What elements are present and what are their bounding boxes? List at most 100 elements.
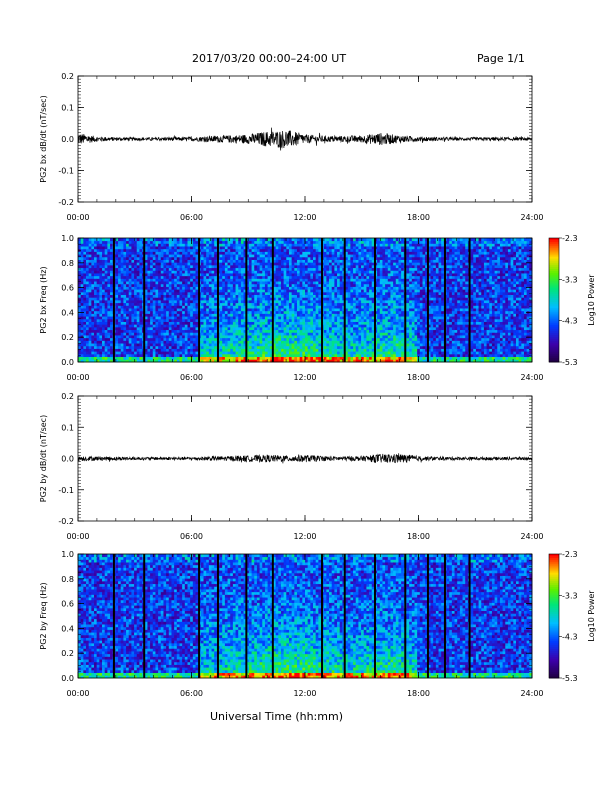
spectrogram-cell (86, 308, 90, 312)
spectrogram-cell (206, 248, 210, 252)
spectrogram-cell (334, 321, 338, 325)
spectrogram-cell (88, 345, 92, 349)
spectrogram-cell (238, 313, 242, 317)
spectrogram-cell (168, 356, 172, 360)
spectrogram-cell (184, 326, 188, 331)
spectrogram-cell (118, 283, 122, 287)
spectrogram-cell (208, 246, 212, 250)
spectrogram-cell (288, 359, 293, 363)
spectrogram-cell (139, 286, 143, 290)
spectrogram-cell (280, 326, 285, 331)
spectrogram-cell (214, 259, 218, 263)
spectrogram-cell (211, 248, 215, 252)
spectrogram-cell (120, 259, 124, 263)
spectrogram-cell (353, 278, 357, 282)
spectrogram-cell (99, 297, 103, 301)
spectrogram-cell (115, 264, 119, 269)
spectrogram-cell (150, 243, 154, 247)
spectrogram-cell (270, 348, 274, 352)
spectrogram-cell (83, 356, 87, 360)
spectrogram-cell (283, 267, 287, 271)
spectrogram-cell (208, 326, 212, 331)
spectrogram-cell (350, 264, 354, 269)
x-tick-label: 06:00 (180, 213, 203, 222)
spectrogram-cell (176, 283, 180, 287)
spectrogram-cell (99, 326, 103, 331)
spectrogram-cell (240, 256, 244, 260)
spectrogram-cell (88, 318, 92, 322)
spectrogram-cell (163, 270, 167, 274)
spectrogram-cell (246, 302, 250, 306)
spectrogram-cell (264, 291, 269, 296)
spectrogram-cell (192, 313, 196, 317)
spectrogram-cell (147, 286, 151, 290)
spectrogram-cell (334, 316, 338, 320)
spectrogram-cell (86, 316, 90, 320)
spectrogram-cell (128, 246, 132, 250)
spectrogram-cell (102, 283, 106, 287)
spectrogram-cell (182, 259, 186, 263)
spectrogram-cell (315, 251, 319, 255)
spectrogram-cell (168, 238, 172, 242)
spectrogram-cell (104, 345, 108, 349)
spectrogram-cell (262, 308, 266, 312)
spectrogram-cell (78, 316, 82, 320)
spectrogram-cell (195, 278, 199, 282)
spectrogram-cell (232, 348, 236, 352)
spectrogram-cell (128, 248, 132, 252)
spectrogram-cell (83, 294, 87, 298)
spectrogram-cell (211, 332, 215, 336)
spectrogram-cell (353, 324, 357, 328)
spectrogram-cell (299, 238, 303, 242)
spectrogram-cell (176, 243, 180, 247)
spectrogram-cell (323, 310, 327, 314)
spectrogram-cell (118, 289, 122, 293)
spectrogram-cell (302, 243, 306, 247)
spectrogram-cell (171, 337, 175, 341)
spectrogram-cell (288, 275, 293, 279)
spectrogram-cell (128, 351, 132, 355)
spectrogram-cell (315, 302, 319, 306)
spectrogram-cell (334, 335, 338, 339)
spectrogram-cell (96, 310, 100, 314)
spectrogram-cell (182, 345, 186, 349)
spectrogram-cell (305, 310, 309, 314)
spectrogram-cell (91, 270, 95, 274)
spectrogram-cell (243, 351, 247, 355)
spectrogram-cell (160, 289, 164, 293)
spectrogram-cell (227, 337, 231, 341)
spectrogram-cell (176, 308, 180, 312)
spectrogram-cell (182, 356, 186, 360)
spectrogram-cell (107, 294, 111, 298)
spectrogram-cell (296, 316, 301, 320)
spectrogram-cell (214, 310, 218, 314)
spectrogram-cell (203, 316, 207, 320)
spectrogram-cell (262, 316, 266, 320)
spectrogram-cell (219, 359, 223, 363)
spectrogram-cell (227, 340, 231, 344)
spectrogram-cell (139, 353, 143, 358)
spectrogram-cell (294, 356, 298, 360)
spectrogram-cell (296, 275, 301, 279)
spectrogram-cell (286, 286, 290, 290)
spectrogram-cell (288, 283, 293, 287)
spectrogram-cell (267, 251, 271, 255)
spectrogram-cell (88, 351, 92, 355)
spectrogram-cell (91, 275, 95, 279)
spectrogram-cell (96, 340, 100, 344)
spectrogram-cell (80, 321, 84, 325)
spectrogram-cell (102, 289, 106, 293)
spectrogram-cell (254, 337, 258, 341)
spectrogram-cell (168, 302, 172, 306)
spectrogram-cell (280, 267, 285, 271)
spectrogram-cell (355, 240, 359, 244)
spectrogram-cell (118, 248, 122, 252)
spectrogram-cell (94, 343, 98, 347)
spectrogram-cell (174, 270, 178, 274)
spectrogram-cell (254, 313, 258, 317)
spectrogram-cell (166, 273, 170, 277)
spectrogram-cell (195, 353, 199, 358)
spectrogram-cell (305, 332, 309, 336)
spectrogram-cell (91, 243, 95, 247)
spectrogram-cell (86, 335, 90, 339)
